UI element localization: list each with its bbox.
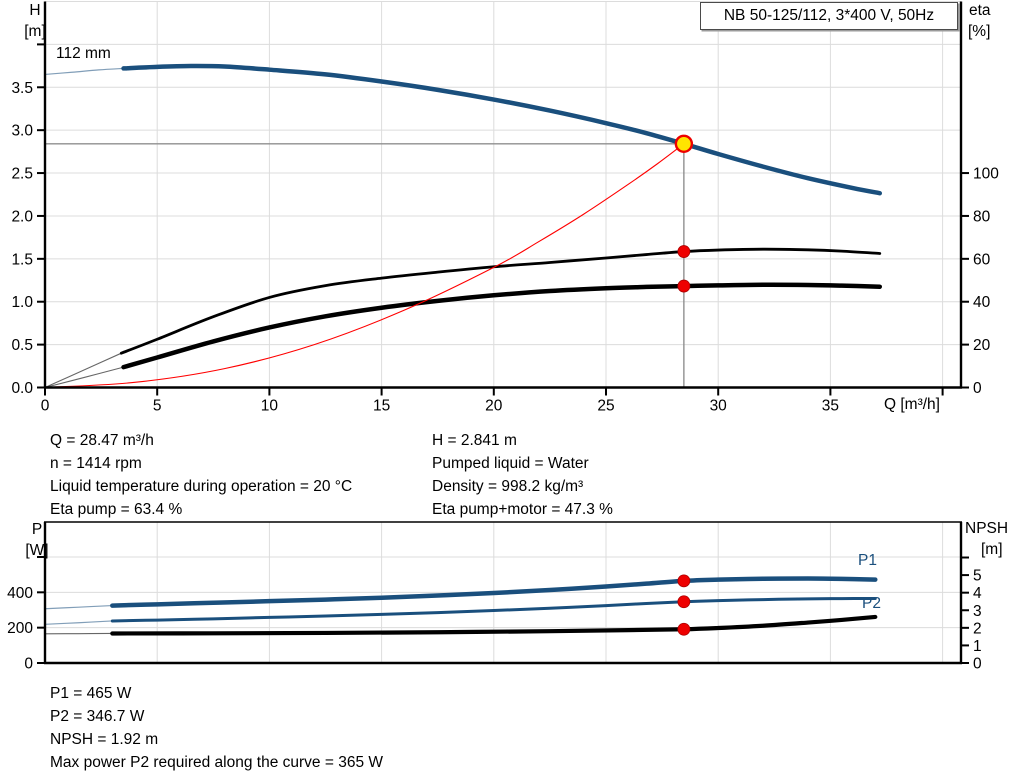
y-right-tick-label: 5 [973,568,982,585]
result-p1: P1 = 465 W [50,685,132,702]
y-left-tick-label: 1.0 [11,294,33,311]
p2-curve-label: P2 [862,595,881,612]
x-tick-label: 30 [710,398,728,415]
eta-pump-motor-duty-dot [677,279,691,293]
p1-curve [110,576,878,608]
npsh-curve [110,614,878,636]
eta-pump-motor-curve [121,282,883,370]
p1-duty-dot [677,574,691,588]
p2-duty-dot [677,595,691,609]
y-left-tick-label: 0.0 [11,380,33,397]
y-left-tick-label: 200 [7,620,33,637]
bottom-chart-markers [677,574,691,636]
info-q: Q = 28.47 m³/h [50,432,154,449]
y-right-tick-label: 2 [973,620,982,637]
bottom-right-axis-title: NPSH [965,520,1009,537]
y-left-tick-label: 0 [24,656,33,673]
result-p2: P2 = 346.7 W [50,708,145,725]
top-left-axis-title: H [29,2,41,19]
x-tick-label: 20 [485,398,503,415]
info-n: n = 1414 rpm [50,455,142,472]
y-right-tick-label: 20 [973,337,991,354]
eta-pump-motor-lead [44,366,125,389]
top-right-axis-title: eta [969,2,991,19]
y-right-tick-label: 40 [973,294,991,311]
bottom-chart-ticks [37,555,969,664]
y-right-tick-label: 1 [973,638,982,655]
y-left-tick-label: 0.5 [11,337,33,354]
y-left-tick-label: 3.0 [11,123,33,140]
eta-pump-lead [44,352,122,389]
duty-info-right-column: H = 2.841 m Pumped liquid = Water Densit… [432,429,613,521]
info-eta-pump-motor: Eta pump+motor = 47.3 % [432,501,613,518]
head-curve-112mm [121,63,883,196]
top-chart-ticks [37,43,969,396]
top-left-axis-unit: [m] [24,23,46,40]
top-chart-axes [43,1,963,389]
y-left-tick-label: 2.5 [11,166,33,183]
x-tick-label: 35 [822,398,839,415]
p2-curve-lead [44,620,113,625]
p1-curve-label: P1 [858,552,877,569]
top-chart-duty-crosshair [45,143,685,388]
y-left-tick-label: 3.5 [11,80,33,97]
eta-pump-curve [119,247,882,355]
top-x-axis-label: Q [m³/h] [884,396,940,413]
npsh-duty-dot [677,622,691,636]
bottom-right-axis-unit: [m] [981,541,1003,558]
info-h: H = 2.841 m [432,432,517,449]
y-right-tick-label: 100 [973,166,999,183]
affinity-parabola [44,143,685,389]
result-text-block: P1 = 465 W P2 = 346.7 W NPSH = 1.92 m Ma… [50,682,383,774]
result-max-power: Max power P2 required along the curve = … [50,754,384,771]
y-right-tick-label: 4 [973,585,982,602]
x-tick-label: 15 [373,398,390,415]
y-left-tick-label: 1.5 [11,251,33,268]
p2-curve [110,597,877,623]
y-left-tick-label: 400 [7,585,33,602]
y-left-tick-label: 2.0 [11,208,33,225]
info-liquid-temperature: Liquid temperature during operation = 20… [50,478,353,495]
impeller-diameter-label: 112 mm [56,45,111,62]
top-chart-grid [45,1,961,388]
bottom-left-axis-title: P [31,521,43,538]
x-tick-label: 10 [261,398,279,415]
bottom-left-axis-unit: [W] [25,542,49,559]
y-right-tick-label: 0 [973,380,982,397]
duty-point [674,134,694,154]
result-npsh: NPSH = 1.92 m [50,731,159,748]
x-tick-label: 5 [153,398,162,415]
info-eta-pump: Eta pump = 63.4 % [50,501,183,518]
info-density: Density = 998.2 kg/m³ [432,478,584,495]
top-right-axis-unit: [%] [968,23,991,40]
x-tick-label: 0 [41,398,50,415]
head-curve-lead [44,67,125,76]
y-right-tick-label: 3 [973,603,982,620]
info-pumped-liquid: Pumped liquid = Water [432,455,589,472]
p1-curve-lead [44,604,113,610]
y-right-tick-label: 60 [973,251,991,268]
top-chart: 0.0 0.5 1.0 1.5 2.0 2.5 3.0 3.5 0 20 40 60 80 100 0 5 10… [11,1,999,415]
x-tick-label: 25 [597,398,614,415]
pump-title-box: NB 50-125/112, 3*400 V, 50Hz [700,2,958,30]
y-right-tick-label: 0 [973,656,982,673]
y-right-tick-label: 80 [973,208,991,225]
top-chart-markers [674,134,694,293]
eta-pump-duty-dot [677,245,691,258]
duty-info-left-column: Q = 28.47 m³/h n = 1414 rpm Liquid tempe… [50,429,352,521]
top-chart-tick-labels: 0.0 0.5 1.0 1.5 2.0 2.5 3.0 3.5 0 20 40 60 80 100 0 5 10… [11,80,999,415]
